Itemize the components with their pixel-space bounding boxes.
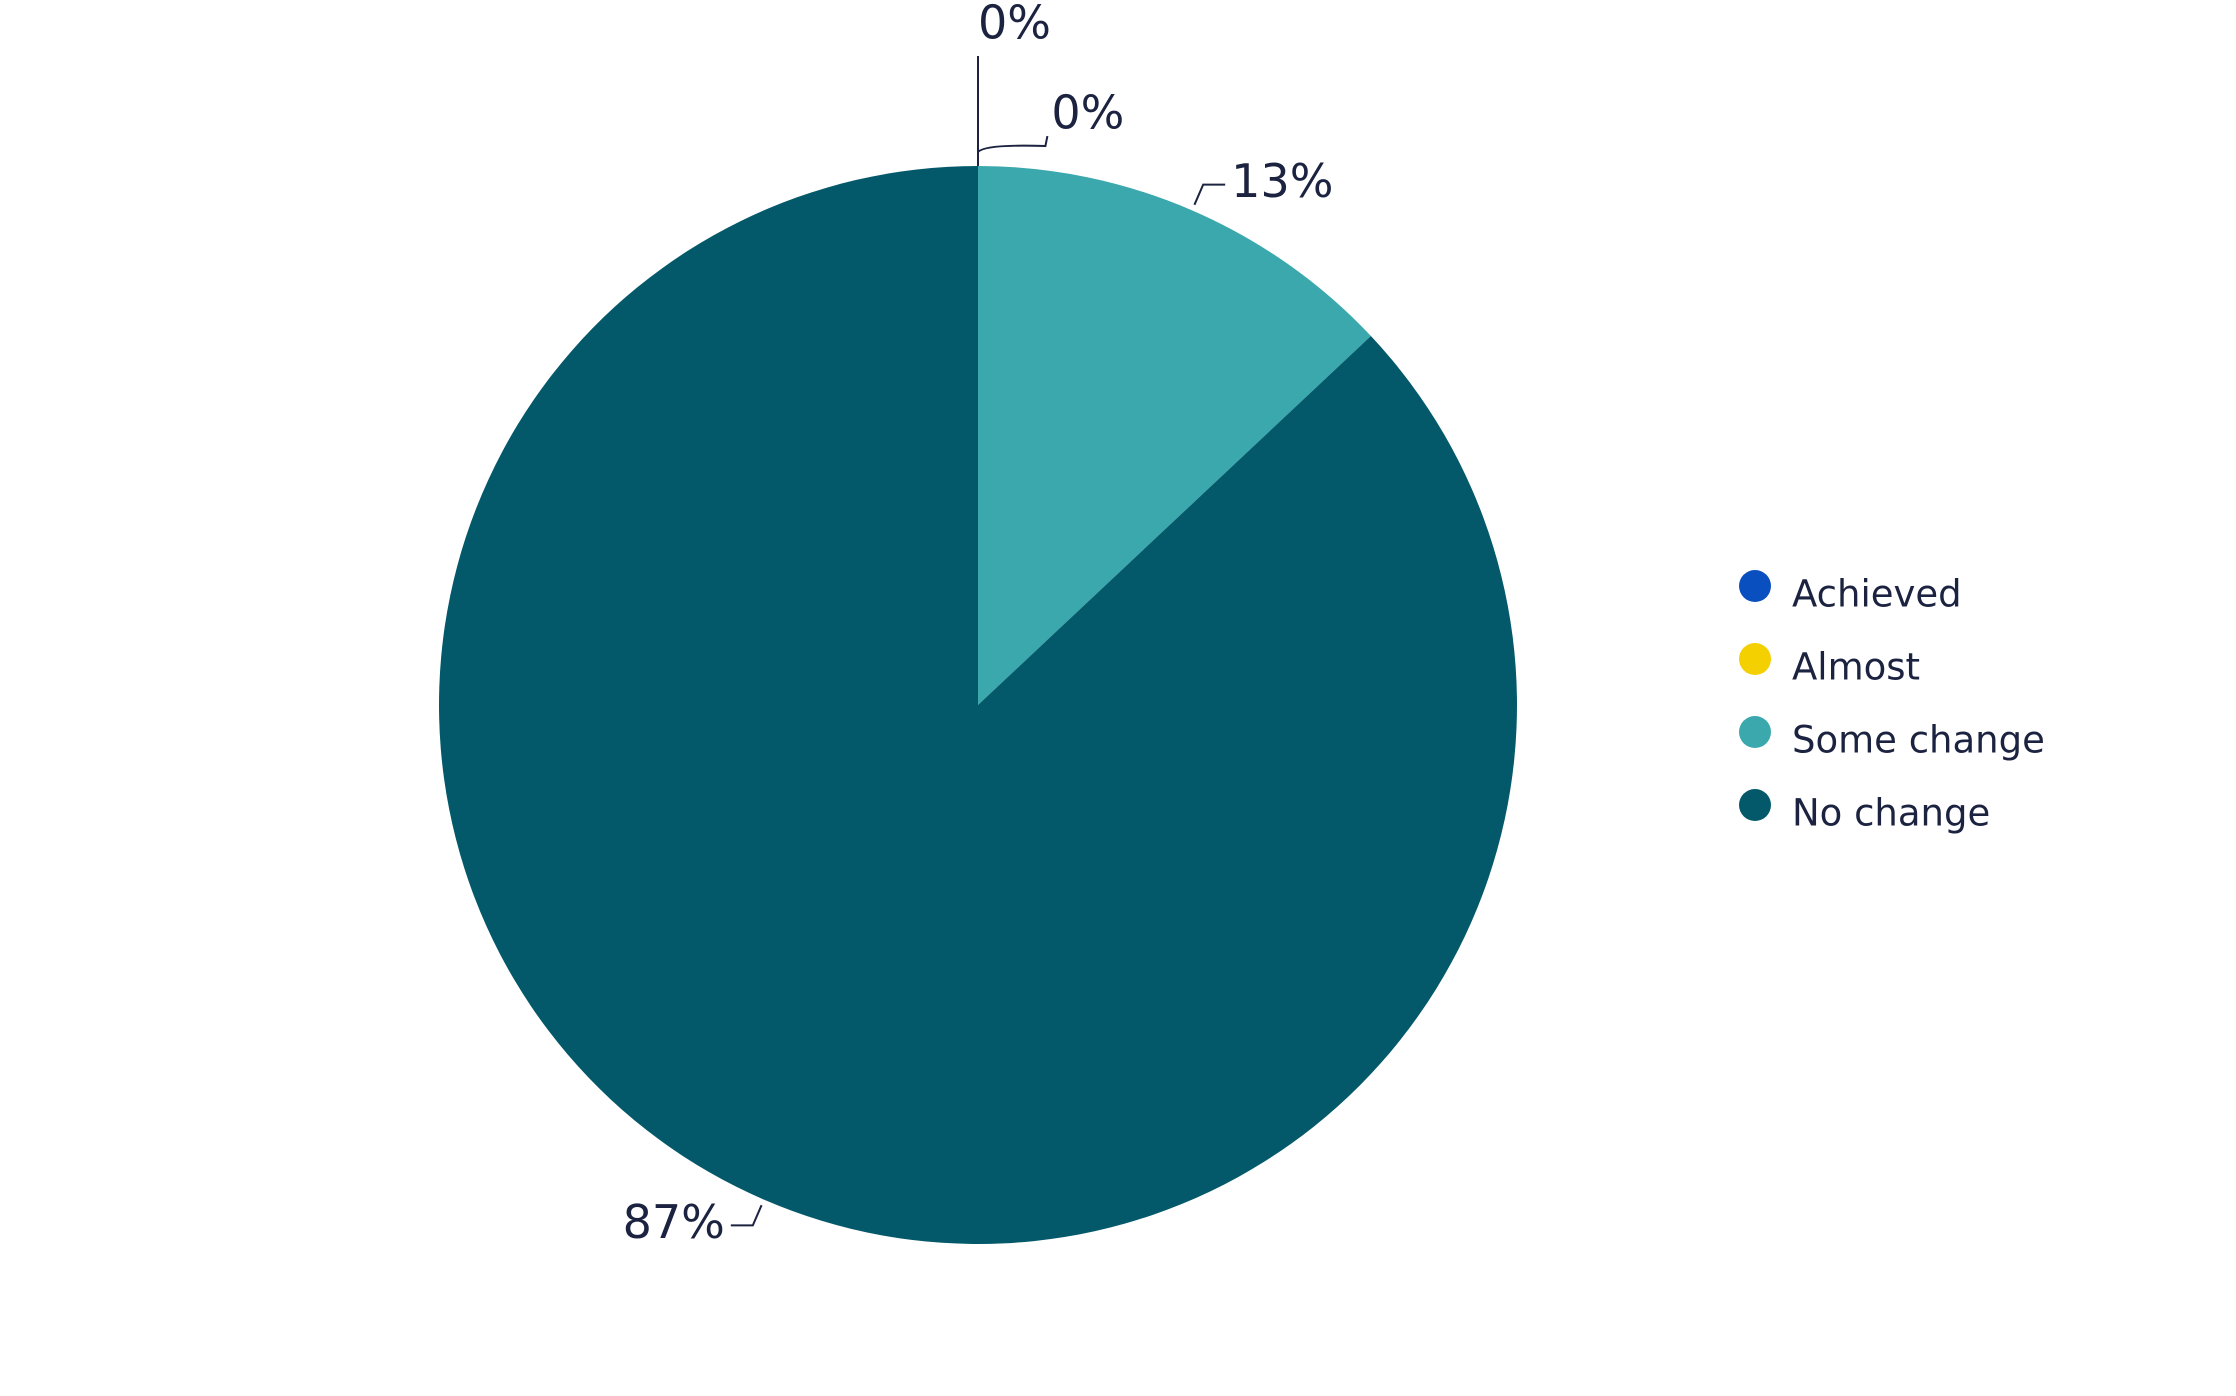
data-label: 87%: [623, 1195, 725, 1249]
legend-swatch: [1739, 716, 1771, 748]
data-label: 0%: [978, 0, 1051, 50]
leader-line: [730, 1204, 763, 1227]
legend-label: Almost: [1792, 646, 1920, 689]
pie-slice: [978, 166, 1371, 705]
pie-slice: [438, 166, 1518, 1245]
legend-label: Achieved: [1792, 573, 1962, 616]
data-label: 0%: [1051, 86, 1124, 140]
leader-line: [977, 135, 1049, 155]
legend-label: Some change: [1792, 719, 2045, 762]
data-label: 13%: [1231, 154, 1333, 208]
legend-label: No change: [1792, 792, 1990, 835]
leader-line: [1193, 183, 1226, 206]
legend-swatch: [1739, 570, 1771, 602]
legend-swatch: [1739, 789, 1771, 821]
legend-swatch: [1739, 643, 1771, 675]
